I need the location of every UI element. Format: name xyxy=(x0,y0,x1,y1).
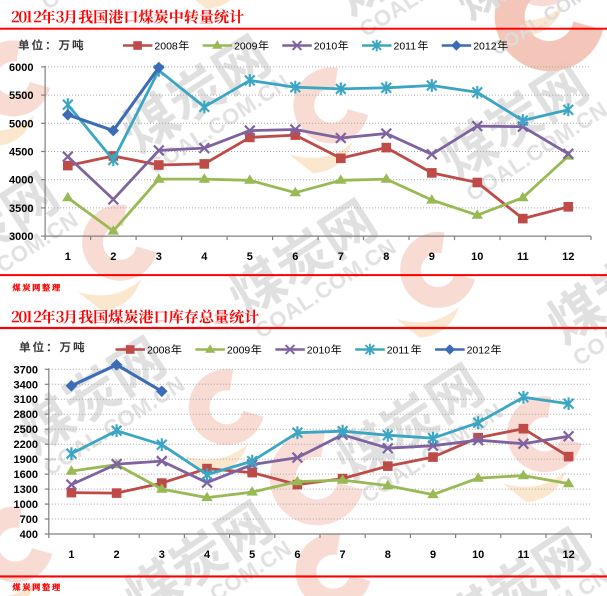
svg-text:2011: 2011 xyxy=(394,41,417,53)
svg-text:6: 6 xyxy=(292,251,298,263)
svg-text:8: 8 xyxy=(383,251,389,263)
svg-text:11: 11 xyxy=(517,251,529,263)
svg-text:3: 3 xyxy=(156,251,162,263)
svg-text:6000: 6000 xyxy=(9,62,33,74)
svg-text:2200: 2200 xyxy=(14,439,38,451)
svg-text:2012: 2012 xyxy=(473,41,497,53)
svg-text:3700: 3700 xyxy=(14,364,38,376)
svg-text:4: 4 xyxy=(204,549,211,561)
svg-text:2012: 2012 xyxy=(467,345,491,357)
svg-text:2008: 2008 xyxy=(147,345,171,357)
svg-text:1: 1 xyxy=(65,251,71,263)
svg-text:5: 5 xyxy=(247,251,253,263)
svg-text:2008: 2008 xyxy=(154,41,178,53)
svg-text:7: 7 xyxy=(338,251,344,263)
svg-text:7: 7 xyxy=(340,549,346,561)
svg-text:2: 2 xyxy=(114,549,120,561)
svg-text:9: 9 xyxy=(429,251,435,263)
svg-text:1: 1 xyxy=(68,549,74,561)
svg-text:12: 12 xyxy=(562,549,574,561)
svg-text:8: 8 xyxy=(385,549,391,561)
svg-text:5: 5 xyxy=(249,549,255,561)
svg-text:12: 12 xyxy=(562,251,574,263)
svg-text:700: 700 xyxy=(20,514,38,526)
svg-text:1600: 1600 xyxy=(14,469,38,481)
svg-text:400: 400 xyxy=(20,529,38,541)
svg-text:2010: 2010 xyxy=(314,41,338,53)
svg-text:10: 10 xyxy=(472,549,484,561)
svg-text:2011: 2011 xyxy=(387,345,410,357)
svg-text:1900: 1900 xyxy=(14,454,38,466)
svg-text:1000: 1000 xyxy=(14,499,38,511)
svg-text:3500: 3500 xyxy=(9,203,33,215)
svg-text:10: 10 xyxy=(471,251,483,263)
svg-text:3100: 3100 xyxy=(14,394,38,406)
svg-text:2500: 2500 xyxy=(14,424,38,436)
svg-text:2010: 2010 xyxy=(307,345,331,357)
svg-text:5500: 5500 xyxy=(9,90,33,102)
svg-text:4: 4 xyxy=(201,251,208,263)
svg-text:2: 2 xyxy=(110,251,116,263)
svg-text:4000: 4000 xyxy=(9,175,33,187)
svg-text:2800: 2800 xyxy=(14,409,38,421)
svg-text:3400: 3400 xyxy=(14,379,38,391)
svg-text:11: 11 xyxy=(518,549,530,561)
svg-text:6: 6 xyxy=(294,549,300,561)
svg-text:2009: 2009 xyxy=(234,41,258,53)
svg-text:3000: 3000 xyxy=(9,231,33,243)
svg-text:4500: 4500 xyxy=(9,147,33,159)
svg-text:2009: 2009 xyxy=(227,345,251,357)
svg-text:9: 9 xyxy=(430,549,436,561)
svg-text:5000: 5000 xyxy=(9,118,33,130)
svg-text:3: 3 xyxy=(159,549,165,561)
svg-text:1300: 1300 xyxy=(14,484,38,496)
